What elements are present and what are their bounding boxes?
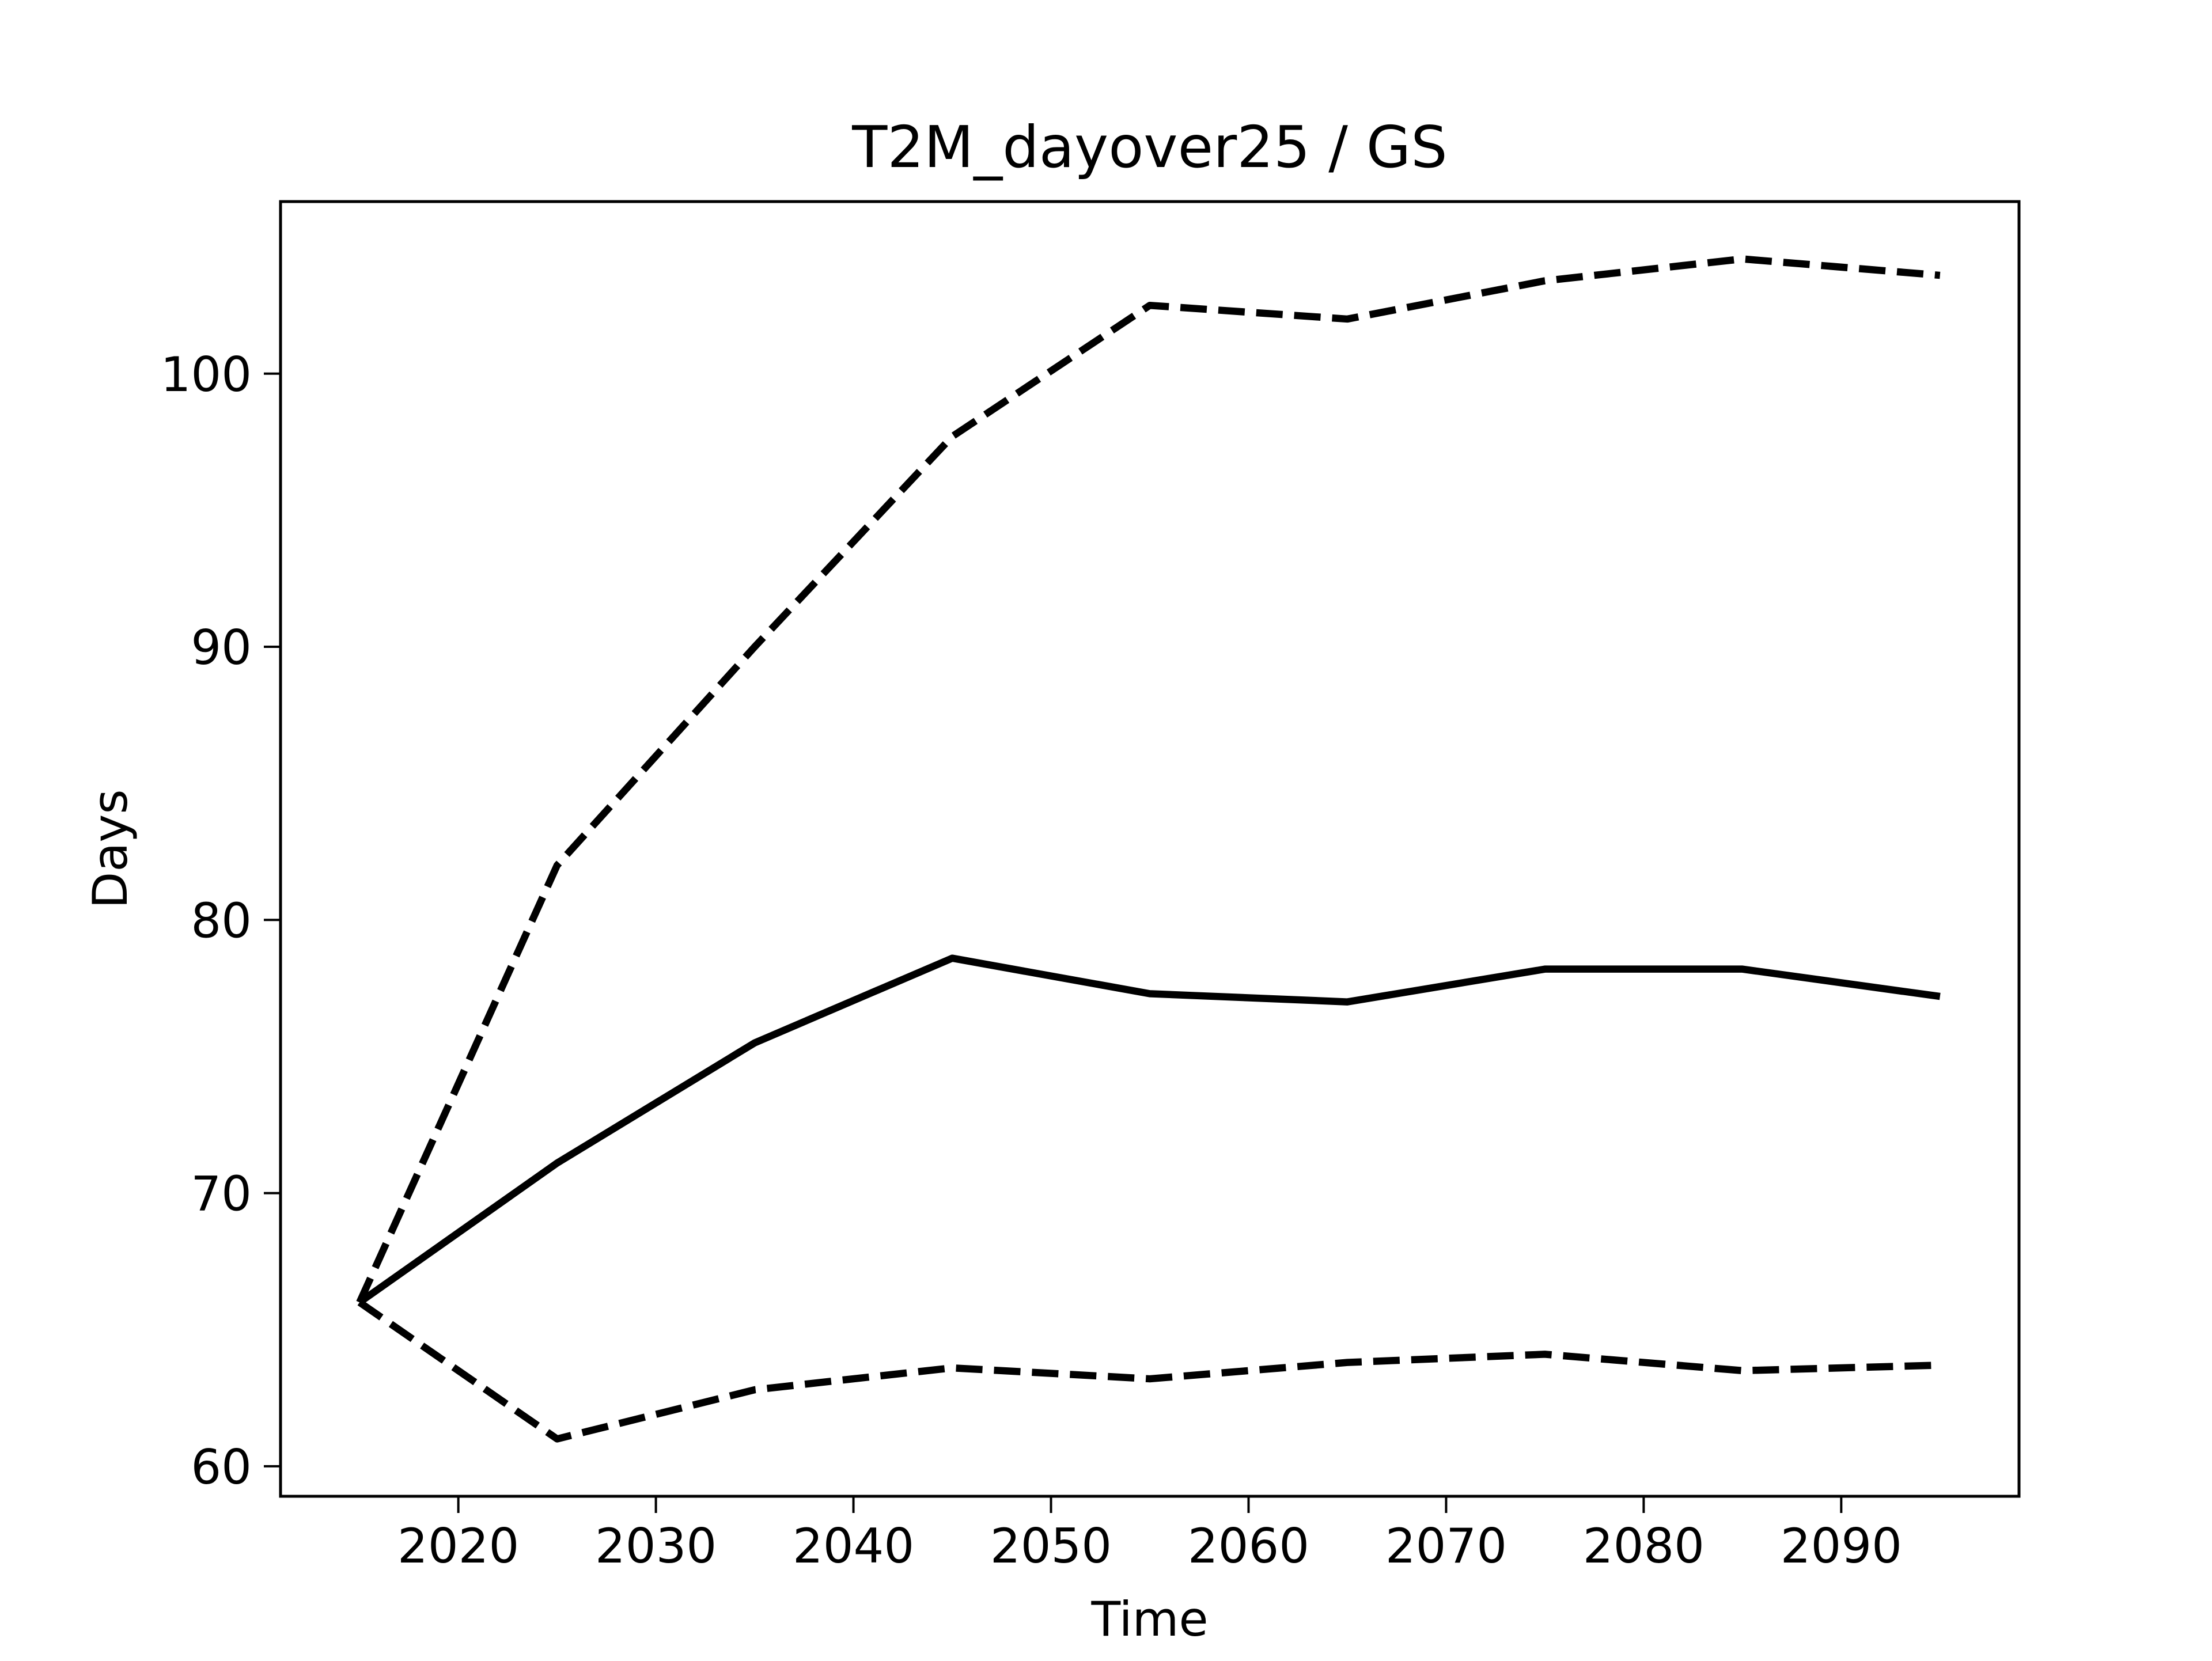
x-tick-label: 2090 — [1781, 1518, 1902, 1574]
x-tick-label: 2070 — [1385, 1518, 1507, 1574]
y-tick-label: 70 — [191, 1166, 252, 1222]
line-series — [357, 954, 1941, 1306]
x-tick-label: 2040 — [793, 1518, 914, 1574]
y-tick-label: 80 — [191, 893, 252, 949]
x-tick-label: 2060 — [1188, 1518, 1309, 1574]
line-series — [357, 1299, 1940, 1443]
plot-frame — [279, 200, 2021, 1498]
chart-title: T2M_dayover25 / GS — [851, 113, 1447, 181]
x-tick-label: 2050 — [990, 1518, 1112, 1574]
y-tick-label: 60 — [191, 1439, 252, 1495]
x-tick-label: 2030 — [595, 1518, 717, 1574]
x-tick-label: 2080 — [1583, 1518, 1705, 1574]
x-axis-label: Time — [1090, 1591, 1208, 1647]
y-axis-label: Days — [82, 789, 138, 908]
y-tick-label: 100 — [161, 347, 252, 403]
y-tick-label: 90 — [191, 620, 252, 676]
line-series — [356, 255, 1941, 1304]
x-tick-label: 2020 — [397, 1518, 519, 1574]
